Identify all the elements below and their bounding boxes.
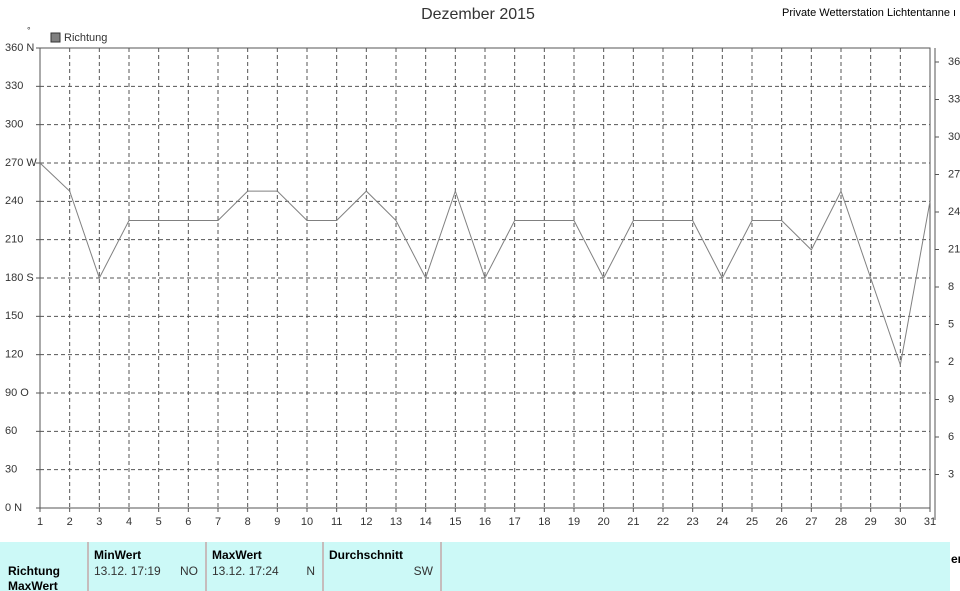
- row-label: MaxWert: [8, 579, 58, 591]
- x-tick-label: 29: [865, 516, 877, 528]
- legend-label: Richtung: [64, 32, 107, 44]
- x-tick-label: 19: [568, 516, 580, 528]
- x-tick-label: 7: [215, 516, 221, 528]
- right-axis-fragment: 8: [948, 281, 954, 293]
- x-tick-label: 27: [805, 516, 817, 528]
- x-tick-label: 23: [687, 516, 699, 528]
- x-tick-label: 28: [835, 516, 847, 528]
- column-header: MinWert: [94, 548, 141, 562]
- y-tick-label: 60: [5, 425, 17, 437]
- y-tick-label: 360 N: [5, 42, 34, 54]
- data-line: [39, 162, 931, 367]
- column-header: MaxWert: [212, 548, 262, 562]
- x-tick-label: 22: [657, 516, 669, 528]
- y-unit: °: [27, 25, 31, 35]
- right-axis-fragment: 6: [948, 431, 954, 443]
- x-tick-label: 5: [156, 516, 162, 528]
- x-tick-label: 20: [598, 516, 610, 528]
- cell-time: 13.12. 17:24: [212, 564, 279, 578]
- y-tick-label: 180 S: [5, 272, 34, 284]
- x-tick-label: 3: [96, 516, 102, 528]
- right-axis-fragment: 27: [948, 168, 960, 180]
- x-tick-label: 12: [360, 516, 372, 528]
- cell-value: N: [306, 564, 315, 578]
- row-label: Richtung: [8, 564, 60, 578]
- x-tick-label: 17: [509, 516, 521, 528]
- y-tick-label: 210: [5, 234, 23, 246]
- y-tick-label: 0 N: [5, 502, 22, 514]
- x-tick-label: 14: [420, 516, 432, 528]
- x-tick-label: 8: [245, 516, 251, 528]
- table-bg: [0, 542, 950, 591]
- x-tick-label: 24: [716, 516, 728, 528]
- right-axis-fragment: 21: [948, 243, 960, 255]
- y-tick-label: 300: [5, 119, 23, 131]
- cell-value: SW: [414, 564, 434, 578]
- y-tick-label: 30: [5, 464, 17, 476]
- x-tick-label: 30: [894, 516, 906, 528]
- x-tick-label: 18: [538, 516, 550, 528]
- right-axis-fragment: 2: [948, 356, 954, 368]
- x-tick-label: 13: [390, 516, 402, 528]
- x-tick-label: 2: [67, 516, 73, 528]
- x-tick-label: 15: [449, 516, 461, 528]
- right-axis-fragment: 30: [948, 131, 960, 143]
- cell-time: 13.12. 17:19: [94, 564, 161, 578]
- right-axis-fragment: 33: [948, 93, 960, 105]
- x-tick-label: 6: [185, 516, 191, 528]
- x-tick-label: 1: [37, 516, 43, 528]
- right-axis-fragment: 36: [948, 56, 960, 68]
- y-tick-label: 150: [5, 310, 23, 322]
- x-tick-label: 16: [479, 516, 491, 528]
- right-axis-fragment: 9: [948, 393, 954, 405]
- station-name: Private Wetterstation Lichtentanne ı L: [782, 7, 960, 19]
- x-tick-label: 9: [274, 516, 280, 528]
- right-axis-fragment: 24: [948, 206, 960, 218]
- legend-swatch: [50, 32, 61, 43]
- x-tick-label: 21: [627, 516, 639, 528]
- y-tick-label: 270 W: [5, 157, 37, 169]
- cell-value: NO: [180, 564, 198, 578]
- right-axis-fragment: 3: [948, 468, 954, 480]
- x-tick-label: 26: [776, 516, 788, 528]
- chart-title: Dezember 2015: [421, 6, 535, 23]
- y-tick-label: 90 O: [5, 387, 29, 399]
- y-tick-label: 330: [5, 80, 23, 92]
- column-header: Durchschnitt: [329, 548, 403, 562]
- x-tick-label: 25: [746, 516, 758, 528]
- y-tick-label: 120: [5, 349, 23, 361]
- x-tick-label: 11: [331, 516, 342, 528]
- x-tick-label: 10: [301, 516, 313, 528]
- y-tick-label: 240: [5, 195, 23, 207]
- x-tick-label: 4: [126, 516, 132, 528]
- right-fragment: er: [951, 552, 960, 566]
- right-axis-fragment: 5: [948, 318, 954, 330]
- x-tick-label: 31: [924, 516, 936, 528]
